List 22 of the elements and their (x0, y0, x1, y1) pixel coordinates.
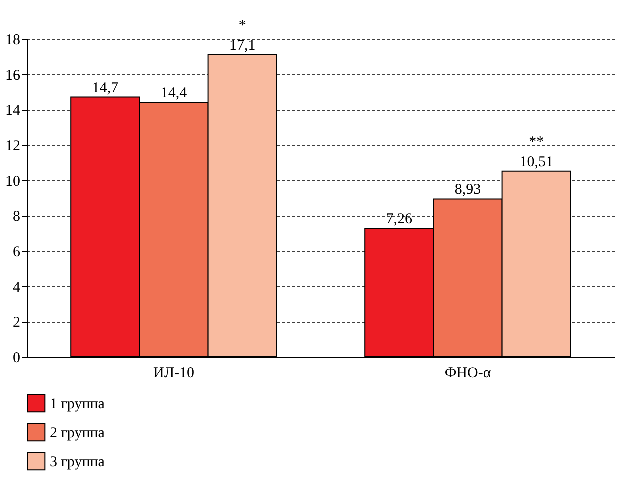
y-tick-label: 12 (6, 138, 20, 154)
legend-label: 1 группа (50, 396, 106, 412)
legend-label: 3 группа (50, 454, 106, 470)
data-label: 14,7 (92, 80, 120, 96)
data-label: 10,51 (520, 154, 554, 170)
x-tick-label: ФНО-α (444, 366, 492, 382)
y-tick-label: 10 (6, 174, 20, 190)
y-tick-label: 2 (13, 315, 20, 332)
y-tick-label: 0 (13, 350, 20, 366)
text: * (238, 18, 246, 34)
y-tick-label: 18 (6, 32, 20, 48)
annotation: ** (529, 134, 544, 150)
x-tick-label: ИЛ-10 (153, 366, 195, 382)
y-tick-label: 14 (6, 103, 21, 120)
y-tick-label: 8 (13, 209, 20, 226)
legend-label: 2 группа (50, 426, 106, 442)
y-tick-label: 4 (13, 280, 21, 296)
data-label: 14,4 (160, 86, 188, 102)
y-tick-label: 6 (13, 244, 21, 260)
y-tick-label: 16 (6, 68, 21, 84)
data-label: 8,93 (454, 182, 482, 198)
data-label: 17,1 (229, 38, 256, 54)
